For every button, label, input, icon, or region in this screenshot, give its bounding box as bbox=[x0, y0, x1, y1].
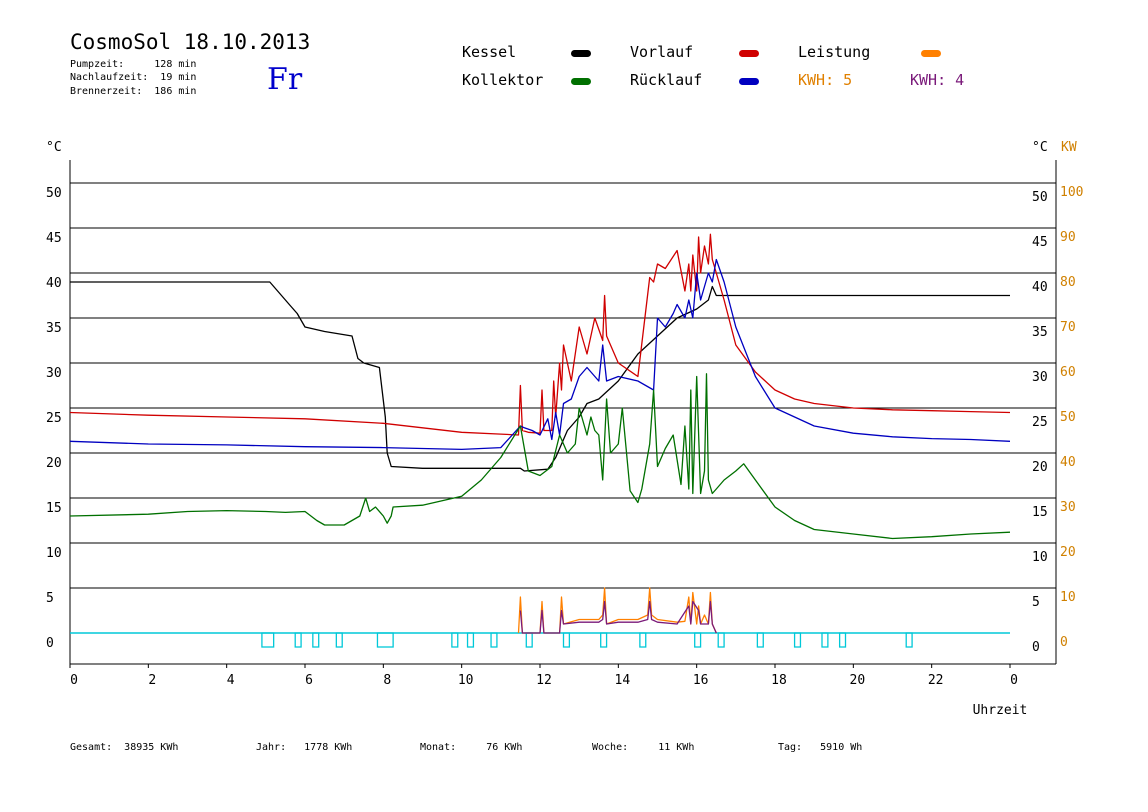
legend-kwh-orange: KWH: 5 bbox=[798, 71, 853, 89]
y-tick-left-35: 35 bbox=[46, 321, 62, 336]
y-unit-right: °C bbox=[1032, 140, 1048, 155]
kw-tick-20: 20 bbox=[1060, 545, 1076, 560]
kw-tick-100: 100 bbox=[1060, 185, 1083, 200]
y-tick-right-15: 15 bbox=[1032, 505, 1048, 520]
pumpzeit-label: Pumpzeit: 128 min bbox=[70, 59, 197, 70]
y-tick-left-25: 25 bbox=[46, 411, 62, 426]
pump-cycle-12 bbox=[694, 632, 702, 648]
x-tick-label-0: 0 bbox=[70, 673, 78, 688]
footer-tag: Tag: 5910 Wh bbox=[778, 742, 863, 753]
legend-ruecklauf-label: Rücklauf bbox=[630, 71, 703, 89]
y-tick-right-20: 20 bbox=[1032, 460, 1048, 475]
y-tick-right-50: 50 bbox=[1032, 190, 1048, 205]
series-vorlauf-line bbox=[69, 233, 1011, 436]
y-tick-right-5: 5 bbox=[1032, 595, 1040, 610]
footer-woche: Woche: 11 KWh bbox=[592, 742, 695, 753]
pump-cycle-7 bbox=[490, 632, 498, 648]
kw-tick-60: 60 bbox=[1060, 365, 1076, 380]
pump-cycle-17 bbox=[838, 632, 847, 648]
x-tick-label-8: 16 bbox=[693, 673, 709, 688]
pump-cycle-15 bbox=[793, 632, 802, 648]
x-tick-label-7: 14 bbox=[615, 673, 631, 688]
pump-cycle-16 bbox=[821, 632, 829, 648]
footer-jahr: Jahr: 1778 KWh bbox=[256, 742, 353, 753]
pump-cycle-18 bbox=[905, 632, 913, 648]
legend-leistung-label: Leistung bbox=[798, 43, 871, 61]
y-tick-right-10: 10 bbox=[1032, 550, 1048, 565]
y-tick-right-0: 0 bbox=[1032, 640, 1040, 655]
legend-leistung-swatch bbox=[921, 50, 941, 57]
legend-vorlauf-swatch bbox=[739, 50, 759, 57]
pump-cycle-9 bbox=[562, 632, 571, 648]
legend-vorlauf-label: Vorlauf bbox=[630, 43, 694, 61]
kw-tick-0: 0 bbox=[1060, 635, 1068, 650]
pump-cycle-14 bbox=[756, 632, 764, 648]
footer-monat: Monat: 76 KWh bbox=[420, 742, 523, 753]
x-tick-label-6: 12 bbox=[536, 673, 552, 688]
x-tick-label-10: 20 bbox=[850, 673, 866, 688]
x-tick-label-9: 18 bbox=[771, 673, 787, 688]
x-tick-label-5: 10 bbox=[458, 673, 474, 688]
pump-cycle-5 bbox=[451, 632, 459, 648]
y-tick-left-45: 45 bbox=[46, 231, 62, 246]
kw-tick-30: 30 bbox=[1060, 500, 1076, 515]
legend-ruecklauf-swatch bbox=[739, 78, 759, 85]
y-tick-left-40: 40 bbox=[46, 276, 62, 291]
y-tick-right-40: 40 bbox=[1032, 280, 1048, 295]
x-tick-label-4: 8 bbox=[383, 673, 391, 688]
pump-cycle-4 bbox=[376, 632, 394, 648]
pump-cycle-8 bbox=[525, 632, 533, 648]
x-tick-label-1: 2 bbox=[148, 673, 156, 688]
kw-tick-90: 90 bbox=[1060, 230, 1076, 245]
legend-kollektor-label: Kollektor bbox=[462, 71, 544, 89]
y-tick-left-30: 30 bbox=[46, 366, 62, 381]
y-tick-left-15: 15 bbox=[46, 501, 62, 516]
pump-cycle-13 bbox=[717, 632, 725, 648]
x-tick-label-2: 4 bbox=[227, 673, 235, 688]
pump-cycle-6 bbox=[466, 632, 475, 648]
kw-tick-50: 50 bbox=[1060, 410, 1076, 425]
x-axis-label: Uhrzeit bbox=[973, 703, 1028, 718]
y-tick-left-20: 20 bbox=[46, 456, 62, 471]
kw-tick-70: 70 bbox=[1060, 320, 1076, 335]
nachlaufzeit-label: Nachlaufzeit: 19 min bbox=[70, 72, 197, 83]
legend-kwh-purple: KWH: 4 bbox=[910, 71, 965, 89]
legend-kessel-swatch bbox=[571, 50, 591, 57]
series-ruecklauf-line bbox=[69, 258, 1011, 451]
x-tick-label-12: 0 bbox=[1010, 673, 1018, 688]
series-kollektor-line bbox=[69, 373, 1011, 540]
legend-kollektor-swatch bbox=[571, 78, 591, 85]
y-tick-right-45: 45 bbox=[1032, 235, 1048, 250]
y-tick-left-5: 5 bbox=[46, 591, 54, 606]
y-tick-right-30: 30 bbox=[1032, 370, 1048, 385]
y-tick-left-0: 0 bbox=[46, 636, 54, 651]
series-purple-line bbox=[519, 600, 717, 634]
pump-cycle-1 bbox=[294, 632, 302, 648]
page-title: CosmoSol 18.10.2013 bbox=[70, 30, 311, 54]
kw-tick-40: 40 bbox=[1060, 455, 1076, 470]
pump-cycle-2 bbox=[312, 632, 320, 648]
weekday-label: Fr bbox=[267, 62, 303, 97]
y-tick-right-25: 25 bbox=[1032, 415, 1048, 430]
x-tick-label-11: 22 bbox=[928, 673, 944, 688]
x-tick-label-3: 6 bbox=[305, 673, 313, 688]
y-tick-left-10: 10 bbox=[46, 546, 62, 561]
footer-gesamt: Gesamt: 38935 KWh bbox=[70, 742, 179, 753]
y-unit-left: °C bbox=[46, 140, 62, 155]
kw-tick-80: 80 bbox=[1060, 275, 1076, 290]
pump-cycle-10 bbox=[600, 632, 608, 648]
y-tick-right-35: 35 bbox=[1032, 325, 1048, 340]
kw-tick-10: 10 bbox=[1060, 590, 1076, 605]
pump-cycle-3 bbox=[335, 632, 343, 648]
pump-cycle-11 bbox=[639, 632, 647, 648]
kw-unit-label: KW bbox=[1061, 140, 1077, 155]
pump-cycle-0 bbox=[261, 632, 275, 648]
y-tick-left-50: 50 bbox=[46, 186, 62, 201]
series-kessel-line bbox=[70, 281, 1010, 472]
brennerzeit-label: Brennerzeit: 186 min bbox=[70, 86, 197, 97]
legend-kessel-label: Kessel bbox=[462, 43, 517, 61]
